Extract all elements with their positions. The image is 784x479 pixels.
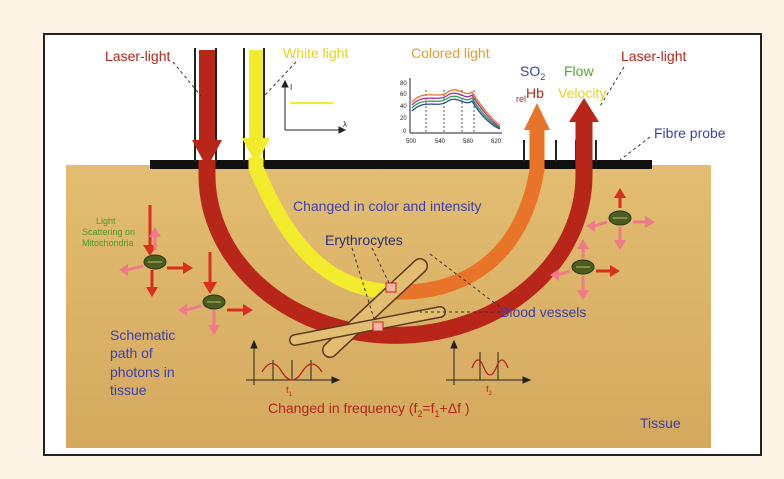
f2-label: f2 [486, 384, 493, 397]
schematic-path-label: Schematic path of photons in tissue [110, 327, 175, 398]
svg-text:tissue: tissue [110, 382, 147, 398]
svg-text:path of: path of [110, 345, 153, 361]
svg-text:500: 500 [406, 139, 417, 145]
leader-lines [172, 61, 651, 323]
svg-text:photons in: photons in [110, 364, 175, 380]
mitochondria-cluster-3 [586, 188, 655, 250]
axis-lambda-label: λ [343, 120, 347, 129]
erythrocytes-label: Erythrocytes [325, 232, 403, 248]
spectrum-y-ticks: 80 60 40 20 0 [400, 81, 407, 135]
hb-label: relHb [516, 85, 544, 104]
colored-light-label: Colored light [411, 45, 490, 61]
colored-light-path [394, 125, 545, 300]
white-in-arrowhead [242, 138, 270, 165]
laser-in-shaft [199, 50, 215, 150]
mitochondria-cluster-2 [178, 252, 253, 335]
colored-spectrum-plot [409, 78, 502, 134]
svg-text:540: 540 [435, 139, 446, 145]
svg-text:20: 20 [400, 116, 407, 122]
svg-text:580: 580 [463, 139, 474, 145]
frequency-plot-2 [446, 339, 532, 385]
changed-color-label: Changed in color and intensity [293, 198, 481, 214]
spectrum-x-ticks: 500 540 580 620 [406, 139, 502, 145]
erythrocyte-marker-1 [385, 282, 397, 293]
svg-text:60: 60 [400, 92, 407, 98]
light-scattering-label: Light Scattering on Mitochondria [82, 216, 135, 248]
so2-label: SO2 [520, 63, 545, 82]
white-light-label: White light [283, 45, 348, 61]
svg-text:0: 0 [403, 129, 407, 135]
blood-vessels-label: Blood vessels [500, 304, 586, 320]
laser-light-right-label: Laser-light [621, 48, 686, 64]
changed-frequency-label: Changed in frequency (f2=f1+Δf ) [268, 400, 470, 419]
velocity-label: Velocity [558, 85, 606, 101]
svg-text:40: 40 [400, 104, 407, 110]
svg-text:Light: Light [96, 216, 116, 226]
axis-i-label: I [290, 83, 292, 92]
laser-light-left-label: Laser-light [105, 48, 170, 64]
flow-label: Flow [564, 63, 594, 79]
mitochondria-cluster-1 [119, 205, 193, 297]
svg-text:Schematic: Schematic [110, 327, 175, 343]
mitochondria-cluster-4 [550, 239, 620, 300]
colored-out-arrowhead [524, 103, 550, 130]
tissue-block [66, 165, 711, 448]
tissue-label: Tissue [640, 415, 681, 431]
laser-in-arrowhead [192, 140, 222, 168]
svg-text:620: 620 [491, 139, 502, 145]
erythrocyte-marker-2 [372, 321, 384, 332]
white-light-spectrum-plot [281, 79, 347, 134]
frequency-plot-1 [246, 339, 341, 385]
blood-vessel-horizontal [289, 306, 446, 346]
laser-out-arrowhead [569, 98, 599, 122]
f1-label: f1 [286, 385, 293, 398]
fibre-probe-label: Fibre probe [654, 125, 726, 141]
svg-text:80: 80 [400, 81, 407, 87]
white-in-shaft [249, 50, 263, 145]
svg-text:Scattering on: Scattering on [82, 227, 135, 237]
laser-path-outer [198, 120, 593, 344]
svg-text:Mitochondria: Mitochondria [82, 238, 134, 248]
fibre-probe-bar [150, 160, 652, 169]
